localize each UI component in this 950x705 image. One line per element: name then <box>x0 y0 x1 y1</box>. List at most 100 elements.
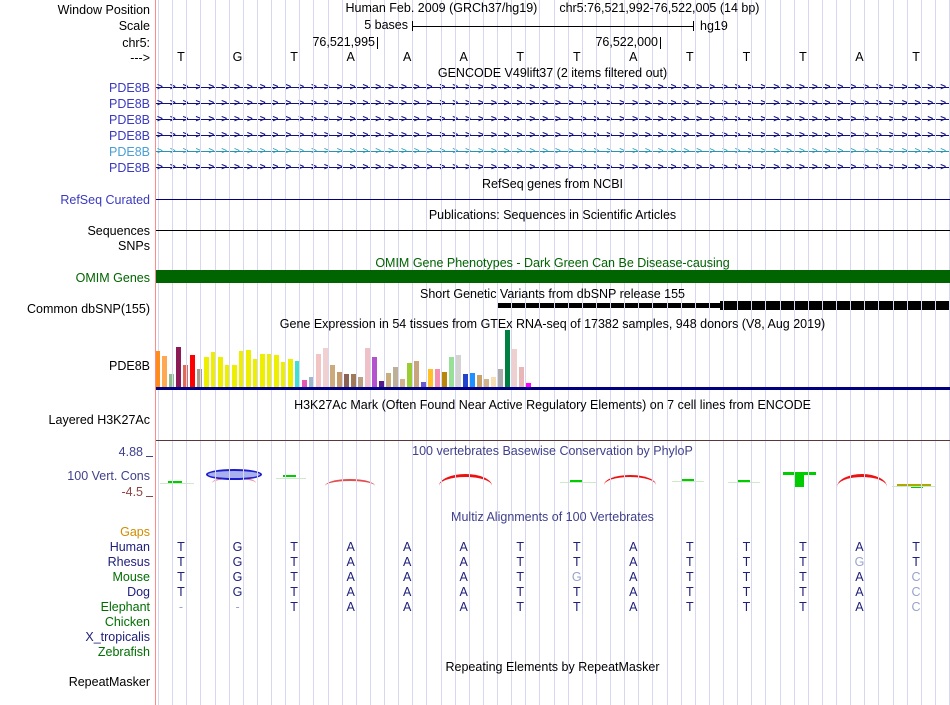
gtex-expression-bar[interactable] <box>449 357 454 387</box>
gtex-expression-bar[interactable] <box>232 365 237 387</box>
gtex-expression-bar[interactable] <box>190 355 195 387</box>
species-label-mouse[interactable]: Mouse <box>112 570 150 584</box>
gtex-expression-bar[interactable] <box>505 330 510 387</box>
gtex-expression-bar[interactable] <box>400 379 405 387</box>
gtex-expression-bar[interactable] <box>302 380 307 387</box>
gtex-expression-bar[interactable] <box>421 382 426 387</box>
gtex-expression-bar[interactable] <box>281 362 286 387</box>
cons-mark-dash[interactable] <box>911 486 923 488</box>
gtex-expression-bar[interactable] <box>358 377 363 387</box>
cons-mark-arc[interactable] <box>325 479 375 486</box>
gtex-expression-bar[interactable] <box>288 359 293 387</box>
gtex-expression-bar[interactable] <box>204 357 209 387</box>
cons-mark-lens[interactable] <box>206 469 262 480</box>
cons-mark-dash[interactable] <box>897 484 931 486</box>
cons-mark-dash[interactable] <box>283 475 296 477</box>
alignment-row[interactable] <box>155 630 950 645</box>
gtex-expression-bar[interactable] <box>225 365 230 387</box>
gtex-expression-bar[interactable] <box>365 348 370 387</box>
species-label-x_tropicalis[interactable]: X_tropicalis <box>85 630 150 644</box>
gtex-expression-bar[interactable] <box>260 354 265 387</box>
gtex-expression-bar[interactable] <box>253 359 258 387</box>
gtex-expression-bar[interactable] <box>414 361 419 387</box>
alignment-row[interactable] <box>155 645 950 660</box>
species-label-rhesus[interactable]: Rhesus <box>107 555 150 569</box>
refseq-gene-line[interactable] <box>155 199 950 200</box>
repeatmasker-label[interactable]: RepeatMasker <box>68 675 150 689</box>
gtex-expression-bar[interactable] <box>463 374 468 387</box>
cons-mark-arc[interactable] <box>439 474 492 486</box>
gene-label-pde8b[interactable]: PDE8B <box>109 145 150 159</box>
gene-label-pde8b[interactable]: PDE8B <box>109 161 150 175</box>
gene-model-row[interactable]: >>>>>>>>>>>>>>>>>>>>>>>>>>>>>>>>>>>>>>>>… <box>155 144 950 159</box>
gtex-expression-bar[interactable] <box>484 379 489 387</box>
gtex-expression-bar[interactable] <box>239 351 244 387</box>
omim-genes-label[interactable]: OMIM Genes <box>75 271 150 285</box>
gtex-expression-bar[interactable] <box>274 355 279 387</box>
alignment-row[interactable] <box>155 615 950 630</box>
gtex-expression-bar[interactable] <box>526 383 531 387</box>
gaps-label[interactable]: Gaps <box>120 525 150 539</box>
gtex-expression-bar[interactable] <box>169 374 174 387</box>
gtex-expression-bar[interactable] <box>211 352 216 387</box>
gtex-gene-label[interactable]: PDE8B <box>109 359 150 373</box>
gene-model-row[interactable]: >>>>>>>>>>>>>>>>>>>>>>>>>>>>>>>>>>>>>>>>… <box>155 96 950 111</box>
common-dbsnp-label[interactable]: Common dbSNP(155) <box>27 302 150 316</box>
cons-mark-dash[interactable] <box>570 480 582 482</box>
gtex-expression-bar[interactable] <box>330 365 335 387</box>
gtex-expression-bar[interactable] <box>512 349 517 387</box>
gtex-expression-bar[interactable] <box>442 372 447 387</box>
species-label-human[interactable]: Human <box>109 540 150 554</box>
cons-mark-dash[interactable] <box>737 480 750 482</box>
gtex-expression-bar[interactable] <box>498 369 503 387</box>
layered-h3k27ac-label[interactable]: Layered H3K27Ac <box>48 413 150 427</box>
gene-model-row[interactable]: >>>>>>>>>>>>>>>>>>>>>>>>>>>>>>>>>>>>>>>>… <box>155 128 950 143</box>
snps-label[interactable]: SNPs <box>118 239 150 253</box>
gtex-expression-bar[interactable] <box>309 377 314 387</box>
species-label-zebrafish[interactable]: Zebrafish <box>97 645 150 659</box>
publications-sequence-line[interactable] <box>155 230 950 231</box>
gtex-expression-bar[interactable] <box>295 361 300 387</box>
gtex-expression-bar[interactable] <box>491 377 496 387</box>
cons-mark-dash[interactable] <box>681 479 694 481</box>
gtex-expression-bar[interactable] <box>407 363 412 387</box>
gtex-expression-bar[interactable] <box>386 373 391 387</box>
gtex-expression-bar[interactable] <box>470 373 475 387</box>
gtex-baseline[interactable] <box>155 387 950 390</box>
gtex-expression-bar[interactable] <box>183 365 188 387</box>
gene-label-pde8b[interactable]: PDE8B <box>109 113 150 127</box>
cons-mark-arc[interactable] <box>837 474 887 487</box>
gtex-expression-bar[interactable] <box>393 367 398 387</box>
gtex-expression-bar[interactable] <box>372 357 377 387</box>
gtex-expression-bar[interactable] <box>477 375 482 387</box>
cons-mark-bar-stem[interactable] <box>795 475 804 487</box>
gene-label-pde8b[interactable]: PDE8B <box>109 129 150 143</box>
gtex-expression-bar[interactable] <box>519 367 524 387</box>
gtex-expression-bar[interactable] <box>155 351 160 387</box>
gtex-expression-bar[interactable] <box>379 381 384 387</box>
gtex-expression-bar[interactable] <box>162 356 167 387</box>
gtex-expression-bar[interactable] <box>176 347 181 387</box>
h3k27ac-baseline[interactable] <box>155 440 950 441</box>
gtex-expression-bar[interactable] <box>218 357 223 387</box>
cons-mark-arc[interactable] <box>604 475 656 485</box>
species-label-elephant[interactable]: Elephant <box>100 600 150 614</box>
omim-gene-bar[interactable] <box>156 270 950 283</box>
dbsnp-variant-bar[interactable] <box>720 301 950 310</box>
gtex-expression-bar[interactable] <box>351 374 356 387</box>
species-label-dog[interactable]: Dog <box>127 585 150 599</box>
cons-mark-bar[interactable] <box>783 472 816 475</box>
dbsnp-variant-bar[interactable] <box>497 303 720 308</box>
gene-label-pde8b[interactable]: PDE8B <box>109 81 150 95</box>
gtex-expression-bar[interactable] <box>337 372 342 387</box>
gtex-expression-bar[interactable] <box>267 354 272 387</box>
gtex-expression-bar[interactable] <box>197 369 202 387</box>
vert-cons-label[interactable]: 100 Vert. Cons <box>67 469 150 483</box>
gene-model-row[interactable]: >>>>>>>>>>>>>>>>>>>>>>>>>>>>>>>>>>>>>>>>… <box>155 112 950 127</box>
gene-model-row[interactable]: >>>>>>>>>>>>>>>>>>>>>>>>>>>>>>>>>>>>>>>>… <box>155 160 950 175</box>
cons-mark-dash[interactable] <box>168 481 182 483</box>
gene-model-row[interactable]: >>>>>>>>>>>>>>>>>>>>>>>>>>>>>>>>>>>>>>>>… <box>155 80 950 95</box>
